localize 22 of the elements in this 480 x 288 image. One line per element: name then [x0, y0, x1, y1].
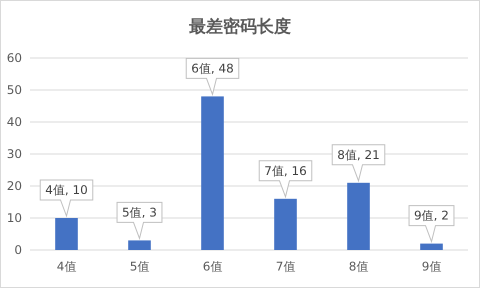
data-label: 4值, 10: [45, 183, 88, 197]
data-label: 5值, 3: [122, 205, 157, 220]
x-tick-label: 8值: [348, 260, 368, 274]
y-tick-label: 0: [14, 242, 22, 257]
y-tick-label: 10: [6, 210, 22, 225]
data-label: 9值, 2: [414, 208, 449, 223]
bar: [420, 244, 443, 250]
bar: [128, 240, 151, 250]
y-tick-label: 60: [6, 50, 22, 65]
x-tick-label: 7值: [276, 260, 296, 274]
y-tick-label: 20: [6, 178, 22, 193]
chart-title: 最差密码长度: [188, 17, 291, 37]
x-tick-label: 4值: [56, 260, 76, 274]
x-tick-label: 5值: [130, 260, 150, 274]
y-tick-label: 40: [6, 114, 22, 129]
data-label: 7值, 16: [264, 164, 307, 178]
y-tick-label: 30: [6, 146, 22, 161]
data-label: 6值, 48: [191, 61, 234, 76]
x-tick-label: 6值: [202, 260, 222, 274]
y-tick-label: 50: [6, 82, 22, 97]
data-label: 8值, 21: [337, 148, 380, 162]
x-tick-label: 9值: [422, 260, 442, 274]
